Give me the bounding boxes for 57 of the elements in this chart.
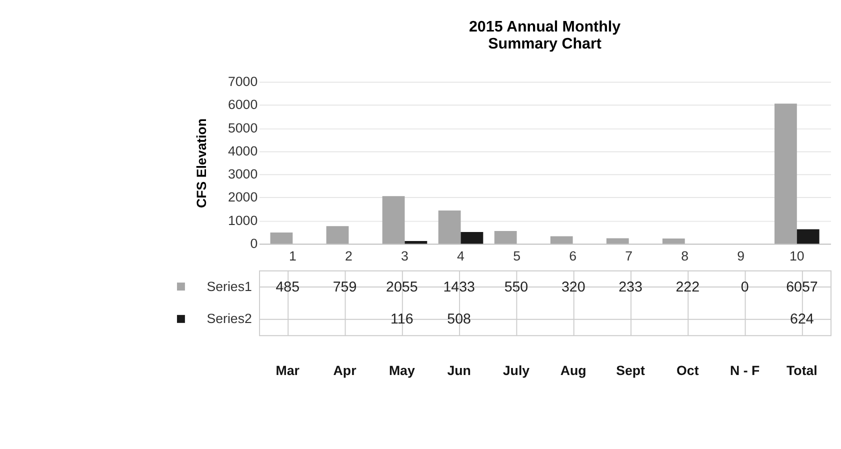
x-tick-label: 9 <box>737 248 745 264</box>
y-tick-label: 7000 <box>228 74 258 90</box>
data-label: 6057 <box>786 279 818 296</box>
bar <box>326 226 349 244</box>
bar <box>550 236 573 244</box>
data-label: 233 <box>618 279 642 296</box>
data-label: 222 <box>676 279 700 296</box>
text: May <box>388 363 416 378</box>
y-tick-label: 0 <box>250 236 258 251</box>
y-tick-label: 1000 <box>228 212 258 228</box>
data-label: 1433 <box>443 279 475 296</box>
x-tick-label: 5 <box>513 248 520 264</box>
bar <box>404 241 428 244</box>
y-tick-label: 5000 <box>228 120 258 136</box>
data-label: 550 <box>504 279 528 296</box>
data-label: 759 <box>332 279 357 296</box>
data-label: 0 <box>740 279 749 296</box>
text: Apr <box>333 363 356 378</box>
y-tick-label: 4000 <box>228 143 258 158</box>
bar <box>796 229 820 244</box>
y-tick-label: 3000 <box>228 166 258 182</box>
bar <box>438 210 461 244</box>
bar <box>460 232 484 244</box>
text: Total <box>786 363 818 378</box>
y-tick-label: 6000 <box>228 97 258 112</box>
text: N - F <box>730 363 760 378</box>
text: Mar <box>276 363 300 378</box>
x-tick-label: 7 <box>625 248 633 264</box>
text: July <box>502 363 530 378</box>
x-tick-label: 2 <box>344 248 352 264</box>
x-tick-label: 4 <box>457 248 466 264</box>
data-label: 320 <box>561 279 586 296</box>
data-label: 624 <box>790 312 814 328</box>
bar <box>606 238 629 244</box>
bar <box>270 232 293 244</box>
data-label: 2055 <box>386 279 418 296</box>
data-label: 116 <box>390 312 414 328</box>
x-tick-label: 1 <box>288 248 296 264</box>
x-tick-label: 8 <box>681 248 689 264</box>
bar <box>662 238 685 244</box>
x-tick-label: 6 <box>569 248 577 264</box>
text: Oct <box>676 363 700 378</box>
bar <box>494 230 517 244</box>
chart-title: 2015 Annual Monthly Summary Chart <box>468 18 622 52</box>
data-label: 508 <box>447 312 472 328</box>
y-axis-title: CFS Elevation <box>194 118 210 208</box>
text: Jun <box>447 363 471 378</box>
legend-label: Series1 <box>206 278 252 294</box>
bar <box>382 196 405 244</box>
x-tick-label: 3 <box>401 248 408 264</box>
legend-label: Series2 <box>206 311 252 326</box>
bar <box>774 104 797 244</box>
x-tick-label: 10 <box>789 248 804 264</box>
text: Sept <box>616 363 646 378</box>
y-tick-label: 2000 <box>228 190 258 205</box>
text: Aug <box>560 363 586 378</box>
data-label: 485 <box>276 279 300 296</box>
